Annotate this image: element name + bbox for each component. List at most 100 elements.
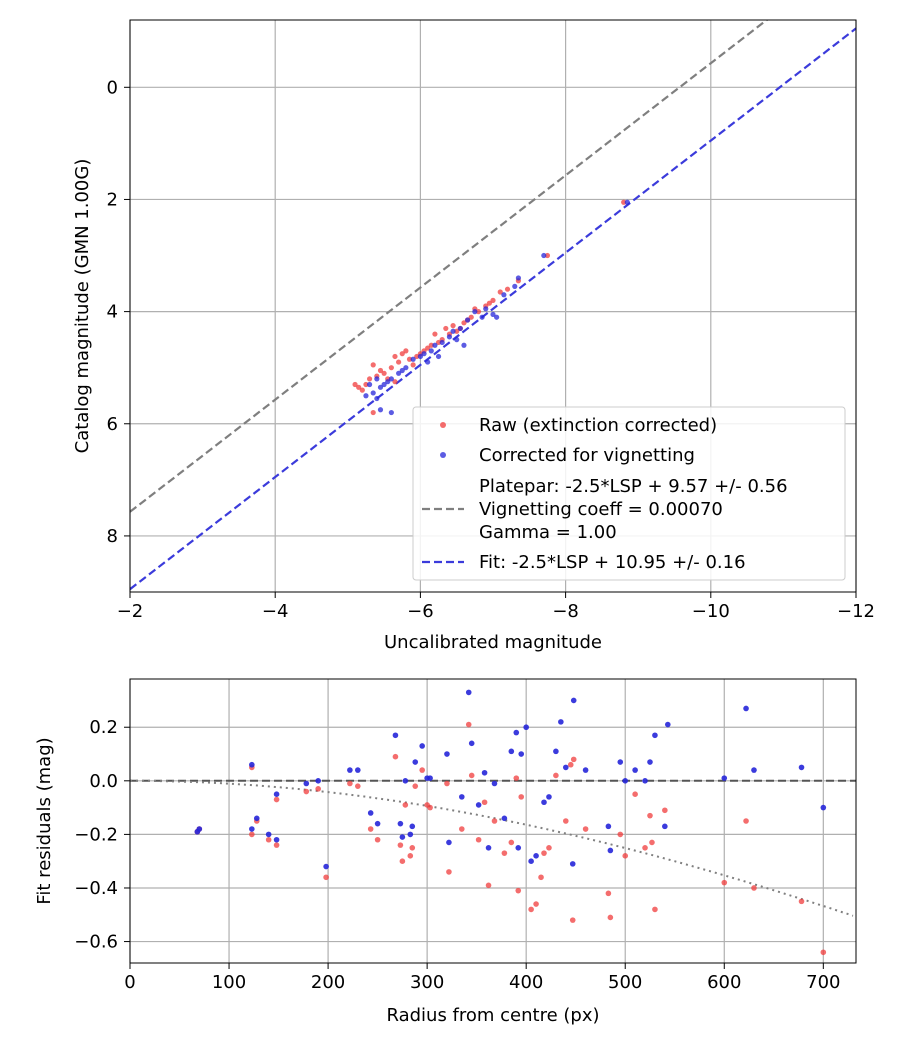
corrected-residual-point: [798, 764, 805, 771]
raw-point: [370, 362, 376, 368]
corrected-residual-point: [459, 794, 465, 800]
raw-point: [392, 379, 398, 385]
corrected-point: [377, 384, 384, 390]
corrected-residual-point: [570, 697, 577, 704]
raw-residual-point: [427, 804, 433, 811]
corrected-point: [428, 348, 434, 354]
raw-residual-point: [538, 874, 544, 881]
raw-residual-point: [468, 772, 475, 779]
raw-residual-point: [397, 842, 404, 848]
raw-point: [396, 359, 402, 365]
top-y-tick-label: 6: [107, 414, 118, 435]
corrected-point: [446, 334, 453, 340]
corrected-point: [425, 359, 431, 365]
raw-point: [399, 351, 405, 357]
raw-residual-point: [501, 850, 508, 856]
raw-residual-point: [570, 756, 577, 763]
legend-raw-marker: [440, 422, 446, 428]
corrected-residual-point: [662, 823, 668, 830]
raw-point: [544, 252, 551, 259]
corrected-residual-point: [409, 823, 416, 830]
raw-residual-point: [303, 788, 310, 795]
corrected-point: [494, 314, 500, 320]
corrected-point: [472, 309, 478, 315]
raw-residual-point: [553, 772, 559, 779]
corrected-residual-point: [820, 804, 827, 811]
raw-residual-point: [459, 826, 465, 832]
legend-platepar-line-text: Platepar: -2.5*LSP + 9.57 +/- 0.56: [479, 476, 788, 497]
corrected-residual-point: [253, 815, 260, 822]
corrected-residual-point: [374, 820, 381, 827]
corrected-residual-point: [412, 759, 419, 765]
raw-point: [621, 199, 627, 205]
corrected-point: [450, 328, 456, 334]
raw-point: [432, 331, 438, 337]
raw-residual-point: [399, 858, 406, 864]
corrected-point: [403, 365, 409, 371]
corrected-residual-point: [515, 844, 522, 851]
corrected-point: [410, 356, 416, 362]
bottom-x-axis-label: Radius from centre (px): [386, 1005, 599, 1026]
corrected-point: [479, 314, 485, 320]
legend-raw-label: Raw (extinction corrected): [479, 415, 717, 436]
corrected-residual-point: [273, 836, 280, 843]
corrected-point: [399, 367, 405, 374]
corrected-residual-point: [249, 761, 255, 768]
bottom-y-tick-label: 0.0: [89, 771, 118, 792]
top-y-axis-label: Catalog magnitude (GMN 1.00G): [72, 159, 93, 454]
corrected-point: [464, 317, 471, 323]
raw-point: [392, 353, 398, 360]
corrected-residual-point: [533, 853, 539, 859]
legend-fit-label: Fit: -2.5*LSP + 10.95 +/- 0.16: [479, 552, 746, 573]
corrected-residual-point: [665, 721, 671, 728]
corrected-residual-point: [468, 740, 475, 747]
raw-residual-point: [605, 890, 612, 897]
legend-corrected-marker: [440, 452, 446, 458]
legend-box: [412, 406, 846, 581]
fit-line: [130, 27, 856, 591]
raw-residual-point: [820, 949, 827, 956]
corrected-point: [396, 370, 402, 376]
raw-residual-point: [528, 906, 534, 913]
raw-point: [370, 409, 376, 416]
corrected-point: [435, 353, 442, 360]
corrected-residual-point: [622, 778, 629, 784]
corrected-residual-point: [367, 810, 374, 816]
raw-point: [504, 286, 511, 292]
raw-residual-point: [518, 794, 525, 800]
bottom-x-tick-label: 700: [806, 972, 840, 993]
bottom-reference-lines: [130, 779, 856, 917]
raw-residual-point: [446, 869, 452, 875]
top-x-tick-label: −10: [692, 601, 730, 622]
corrected-point: [541, 252, 547, 259]
calibration-chart: −2 −4 −6 −8 −10 −12 0 2 4 6 8 Uncalibrated magnit…: [72, 19, 875, 653]
corrected-residual-point: [273, 791, 280, 798]
bottom-x-tick-label: 400: [509, 972, 543, 993]
corrected-point: [377, 407, 384, 413]
top-x-ticks: −2 −4 −6 −8 −10 −12: [117, 592, 875, 622]
raw-residual-point: [649, 839, 655, 846]
top-y-tick-label: 4: [107, 302, 118, 323]
corrected-residual-point: [523, 724, 529, 731]
raw-residual-point: [249, 831, 255, 838]
corrected-residual-point: [485, 844, 492, 851]
corrected-point: [388, 409, 394, 416]
corrected-point: [385, 379, 391, 385]
raw-residual-point: [315, 786, 321, 792]
raw-point: [388, 365, 394, 371]
raw-residual-point: [617, 831, 624, 838]
corrected-residual-point: [562, 764, 569, 771]
corrected-residual-point: [402, 778, 409, 784]
bottom-x-tick-label: 0: [124, 972, 135, 993]
legend-corrected-label: Corrected for vignetting: [479, 445, 695, 466]
corrected-residual-point: [265, 831, 272, 838]
raw-residual-point: [323, 874, 329, 881]
raw-point: [468, 314, 474, 320]
corrected-point: [457, 325, 463, 332]
corrected-residual-point: [508, 748, 515, 755]
legend-platepar-line-text: Vignetting coeff = 0.00070: [479, 499, 723, 520]
corrected-residual-point: [196, 826, 203, 832]
corrected-residual-point: [582, 767, 589, 773]
raw-residual-point: [402, 802, 409, 808]
